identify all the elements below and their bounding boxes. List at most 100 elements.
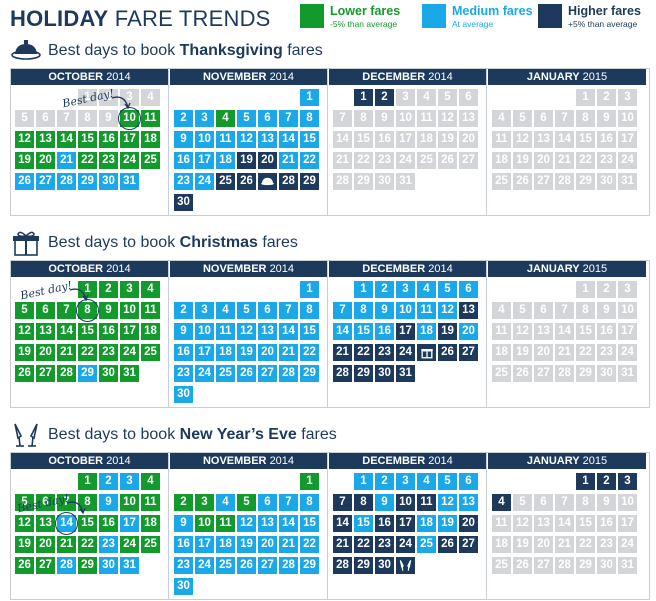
calendar-day: 23 — [174, 365, 193, 382]
calendar-day: 13 — [459, 302, 478, 319]
calendar-row: OCTOBER 2014 1 2 3 4 5 6 7 8 9 10 11 12 13 Best day! 14… — [10, 452, 650, 600]
calendar-day: 8 — [354, 302, 373, 319]
calendar-day: 30 — [174, 578, 193, 595]
holiday-day-champagne-icon — [396, 557, 415, 574]
calendar-day: 19 — [15, 536, 34, 553]
calendar-day: 21 — [279, 344, 298, 361]
calendar-day: 24 — [195, 173, 214, 190]
legend-higher-swatch — [538, 4, 562, 28]
calendar-day: 22 — [78, 344, 97, 361]
calendar-day: 6 — [36, 110, 55, 127]
calendar-day: 21 — [333, 152, 352, 169]
calendar-day: 2 — [375, 473, 394, 490]
calendar-day: 6 — [534, 494, 553, 511]
calendar-day: 2 — [174, 494, 193, 511]
calendar-day: 30 — [375, 557, 394, 574]
month-name: OCTOBER — [48, 455, 104, 467]
calendar-day: 24 — [396, 344, 415, 361]
calendar-day: 7 — [279, 302, 298, 319]
calendar-day: 6 — [534, 110, 553, 127]
calendar-day: 25 — [492, 557, 511, 574]
calendar-day: 29 — [354, 557, 373, 574]
calendar-day: 7 — [57, 494, 76, 511]
calendar-day: 1 — [300, 473, 319, 490]
section-heading: Best days to book New Year’s Eve fares — [10, 420, 650, 450]
calendar-day: 25 — [141, 344, 160, 361]
calendar-day: 18 — [417, 515, 436, 532]
day-grid: 1 2 3 4 5 6 7 8 9 10 11 12 13 14 15 16 17 18 19 20 21 22 23 24 2… — [174, 89, 324, 213]
calendar-day: 8 — [576, 302, 595, 319]
calendar-day: 22 — [576, 536, 595, 553]
calendar-day: 9 — [99, 110, 118, 127]
calendar-day: 2 — [375, 281, 394, 298]
calendar-day: 20 — [36, 344, 55, 361]
section-title: Best days to book New Year’s Eve fares — [48, 426, 337, 443]
calendar-day: 12 — [237, 323, 256, 340]
day-grid: 1 2 3 4 5 6 7 8 9 Best day! 10 11 12 13 14 15 16 17 18 19 20… — [15, 87, 165, 213]
calendar-day: 29 — [78, 173, 97, 190]
legend-medium-swatch — [422, 4, 446, 28]
calendar-day: 12 — [513, 515, 532, 532]
calendar-day: 13 — [258, 323, 277, 340]
calendar-day: 8 — [300, 494, 319, 511]
calendar-day: 17 — [120, 515, 139, 532]
calendar-day: 26 — [237, 557, 256, 574]
calendar-day: 28 — [57, 365, 76, 382]
calendar-day: 9 — [375, 494, 394, 511]
calendar-day: 14 — [333, 515, 352, 532]
calendar-day: 16 — [99, 515, 118, 532]
calendar-day: 27 — [258, 365, 277, 382]
calendar-day: 28 — [57, 173, 76, 190]
calendar-day: 2 — [375, 89, 394, 106]
calendar-day: 3 — [195, 302, 214, 319]
calendar-day: 17 — [120, 131, 139, 148]
calendar-day: 7 — [333, 494, 352, 511]
calendar-day: 18 — [141, 515, 160, 532]
calendar-day: 13 — [258, 515, 277, 532]
calendar-day: 14 — [279, 131, 298, 148]
calendar-day: 4 — [492, 110, 511, 127]
month-header: NOVEMBER 2014 — [170, 453, 327, 469]
calendar-day: 6 — [258, 302, 277, 319]
calendar-day: 25 — [417, 152, 436, 169]
calendar-day: 12 — [237, 515, 256, 532]
calendar-day: 26 — [513, 365, 532, 382]
calendar-day: 30 — [375, 365, 394, 382]
calendar-day: 31 — [618, 365, 637, 382]
month-name: OCTOBER — [48, 71, 104, 83]
calendar-day: 28 — [279, 365, 298, 382]
calendar-day: 1 — [78, 473, 97, 490]
section-title: Best days to book Thanksgiving fares — [48, 42, 323, 59]
calendar-day: 16 — [174, 344, 193, 361]
champagne-icon — [10, 422, 42, 448]
calendar-day: 3 — [396, 281, 415, 298]
calendar-day: 19 — [438, 515, 457, 532]
calendar-day: 9 — [375, 110, 394, 127]
calendar-day: 9 — [174, 131, 193, 148]
calendar-day: 29 — [576, 365, 595, 382]
calendar-day: 26 — [438, 344, 457, 361]
calendar-day: 13 — [258, 131, 277, 148]
section-heading: Best days to book Christmas fares — [10, 228, 650, 258]
calendar-day: 9 — [99, 302, 118, 319]
month-year: 2015 — [582, 455, 608, 467]
calendar-day: 3 — [120, 473, 139, 490]
calendar-day: 25 — [417, 536, 436, 553]
day-grid: 1 2 3 4 5 6 7 8 9 10 11 12 13 14 15 16 17 18 19 20 21 22 23 24 2… — [492, 281, 642, 405]
calendar-day: 22 — [354, 536, 373, 553]
calendar-day: 31 — [120, 365, 139, 382]
calendar-day: 23 — [597, 536, 616, 553]
calendar-day: 7 — [57, 302, 76, 319]
day-grid: 1 2 3 4 5 6 7 8 9 10 11 12 13 14 15 16 17 18 19 20 21 22 23 24 2… — [333, 473, 483, 597]
calendar-row: OCTOBER 2014 1 2 3 4 5 6 7 8 9 Best day! 10 11 12 13 14… — [10, 68, 650, 216]
calendar-day: 7 — [555, 110, 574, 127]
calendar-day: 20 — [459, 515, 478, 532]
calendar-day: 9 — [597, 110, 616, 127]
calendar-day: 27 — [36, 173, 55, 190]
month-header: OCTOBER 2014 — [11, 453, 168, 469]
calendar-day: 29 — [300, 365, 319, 382]
calendar-day: 6 — [459, 281, 478, 298]
calendar-day: 30 — [375, 173, 394, 190]
calendar-day: 12 — [237, 131, 256, 148]
calendar-day: 20 — [258, 344, 277, 361]
